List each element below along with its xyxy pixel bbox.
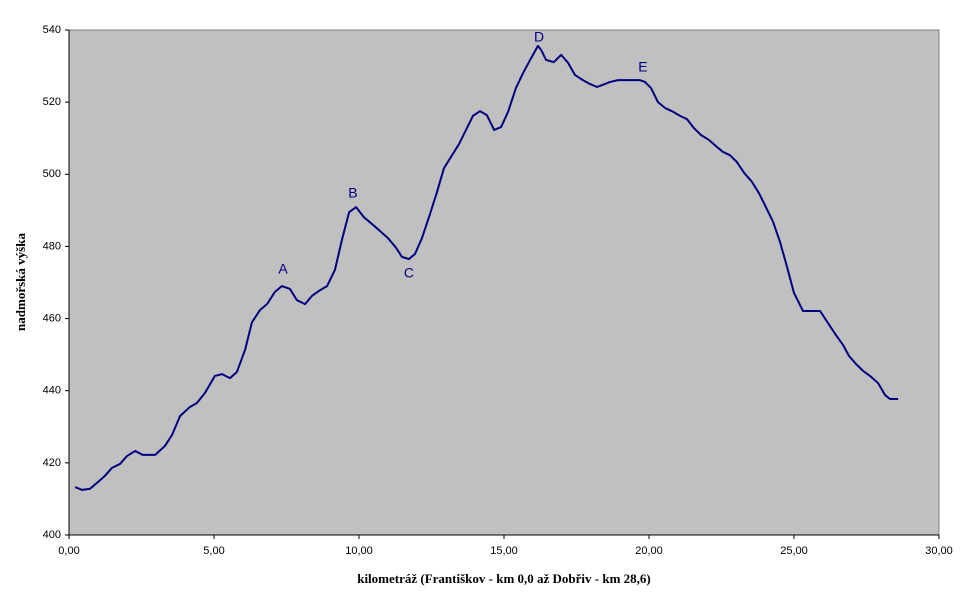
y-tick-label: 400 (43, 529, 61, 541)
x-axis-title: kilometráž (Františkov - km 0,0 až Dobři… (357, 571, 651, 586)
y-axis-title: nadmořská výška (13, 233, 28, 331)
annotation: A (278, 261, 288, 277)
annotation: B (348, 184, 357, 200)
annotation: C (404, 265, 414, 281)
annotation: D (534, 29, 544, 45)
x-tick-label: 20,00 (635, 545, 663, 557)
y-tick-label: 540 (43, 24, 61, 36)
annotation: E (638, 59, 647, 75)
y-tick-label: 520 (43, 96, 61, 108)
y-tick-label: 460 (43, 312, 61, 324)
x-tick-label: 10,00 (345, 545, 373, 557)
y-tick-label: 440 (43, 385, 61, 397)
x-tick-label: 5,00 (203, 545, 224, 557)
x-tick-label: 30,00 (925, 545, 953, 557)
y-tick-label: 420 (43, 457, 61, 469)
y-tick-label: 500 (43, 168, 61, 180)
elevation-line (74, 44, 899, 491)
x-tick-label: 15,00 (490, 545, 518, 557)
x-tick-label: 0,00 (58, 545, 79, 557)
y-tick-label: 480 (43, 240, 61, 252)
plot-area (68, 29, 940, 536)
x-tick-label: 25,00 (780, 545, 808, 557)
